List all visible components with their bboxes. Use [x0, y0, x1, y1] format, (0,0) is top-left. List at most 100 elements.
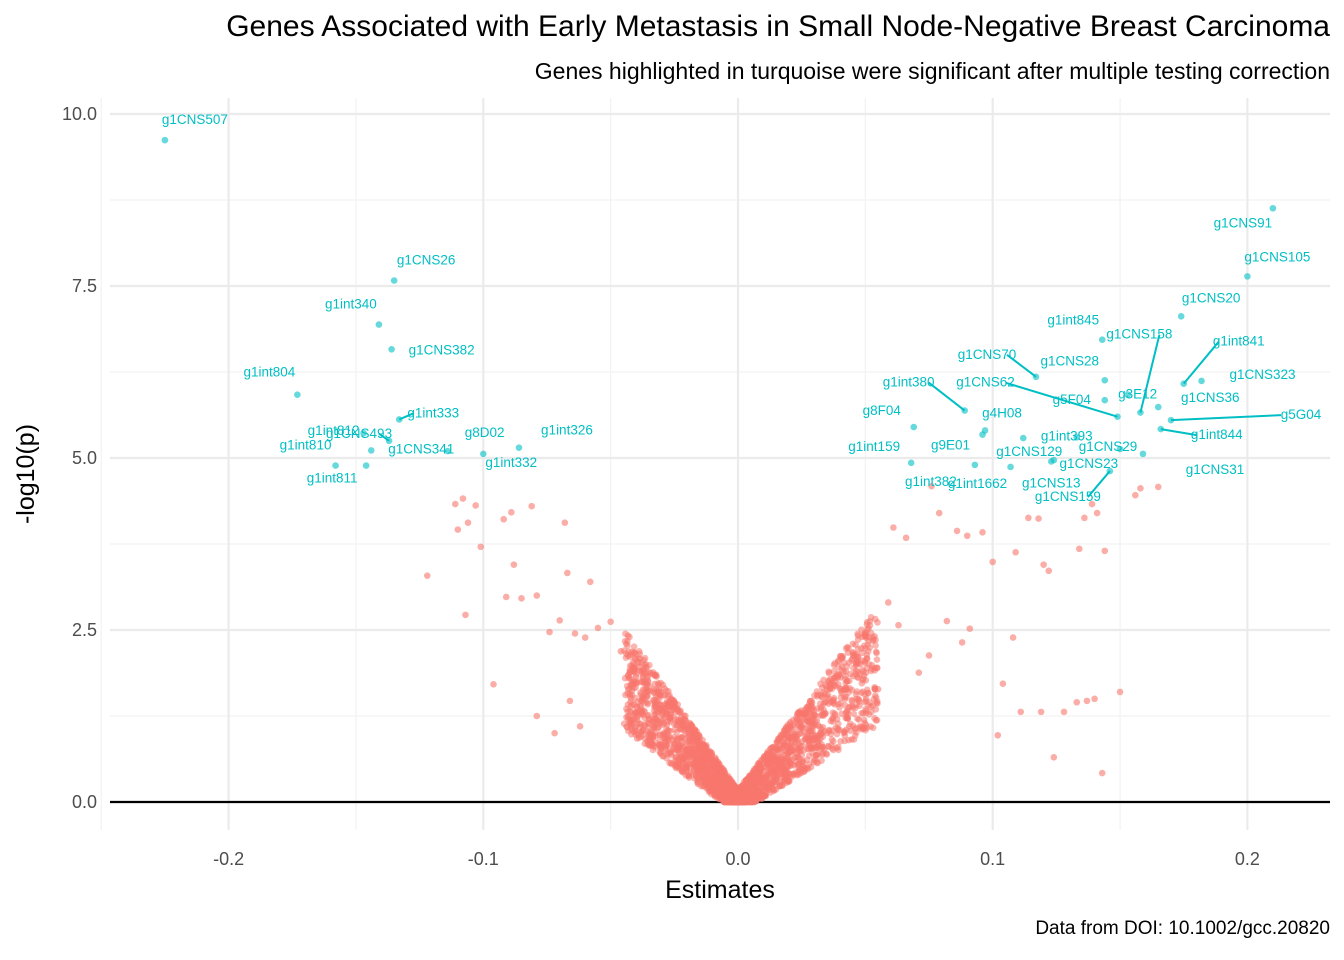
cloud-point	[854, 645, 862, 653]
point-label: g8F04	[863, 403, 902, 418]
point-label: g1int845	[1047, 313, 1099, 328]
cloud-point	[871, 667, 879, 674]
cloud-point	[842, 684, 849, 692]
x-tick-label: 0.1	[980, 849, 1005, 869]
cloud-point	[837, 738, 844, 745]
cloud-point	[621, 674, 629, 682]
cloud-point	[818, 711, 826, 719]
cloud-point	[709, 769, 716, 776]
leader-line	[1006, 354, 1037, 378]
cloud-point	[807, 736, 815, 744]
cloud-point	[793, 771, 801, 779]
cloud-point	[853, 688, 861, 695]
x-tick-label: -0.2	[213, 849, 244, 869]
cloud-point	[843, 677, 851, 685]
cloud-point	[830, 738, 837, 745]
cloud-point	[652, 714, 660, 722]
cloud-point	[843, 662, 851, 670]
cloud-point	[636, 720, 643, 727]
significant-point	[332, 462, 339, 469]
nonsignificant-point	[963, 532, 971, 540]
cloud-point	[727, 777, 735, 785]
cloud-point	[635, 647, 643, 655]
nonsignificant-point	[464, 519, 472, 526]
cloud-point	[682, 742, 690, 749]
nonsignificant-point	[1025, 514, 1032, 522]
leader-line	[1005, 381, 1118, 418]
cloud-point	[636, 655, 644, 662]
cloud-point	[784, 777, 791, 785]
cloud-point	[622, 650, 630, 657]
nonsignificant-point	[1088, 500, 1096, 508]
cloud-point	[768, 768, 776, 776]
cloud-point	[773, 775, 780, 782]
cloud-point	[853, 729, 860, 736]
nonsignificant-point	[502, 593, 510, 601]
cloud-point	[624, 707, 631, 715]
significant-point	[1116, 445, 1124, 453]
nonsignificant-point	[1050, 753, 1058, 761]
nonsignificant-point	[1083, 697, 1091, 705]
significant-point	[1167, 416, 1175, 424]
cloud-point	[685, 772, 693, 780]
nonsignificant-point	[1009, 634, 1017, 641]
nonsignificant-point	[979, 529, 986, 536]
nonsignificant-point	[518, 595, 525, 602]
cloud-point	[811, 692, 818, 699]
cloud-point	[867, 613, 875, 621]
cloud-point	[765, 753, 773, 761]
cloud-point	[844, 715, 852, 723]
cloud-point	[671, 739, 678, 747]
cloud-point	[663, 754, 670, 762]
nonsignificant-point	[617, 648, 625, 655]
cloud-point	[776, 745, 783, 753]
significant-point	[444, 447, 451, 455]
cloud-point	[842, 645, 850, 652]
leader-line	[928, 381, 966, 412]
cloud-point	[778, 781, 786, 789]
nonsignificant-point	[1091, 695, 1098, 703]
cloud-point	[856, 671, 864, 678]
cloud-point	[783, 742, 791, 750]
cloud-point	[743, 783, 751, 791]
significant-point	[1244, 273, 1251, 280]
cloud-point	[805, 761, 813, 768]
cloud-point	[633, 678, 640, 685]
cloud-point	[868, 661, 876, 669]
cloud-point	[752, 770, 760, 778]
point-label: g1int810	[280, 438, 332, 453]
point-label: g9E01	[931, 438, 970, 453]
nonsignificant-point	[571, 630, 579, 637]
cloud-point	[872, 706, 880, 713]
cloud-point	[627, 719, 635, 726]
cloud-point	[812, 751, 820, 759]
nonsignificant-point	[1132, 491, 1139, 499]
nonsignificant-point	[556, 617, 564, 624]
significant-point	[1101, 376, 1109, 384]
cloud-point	[849, 640, 857, 648]
nonsignificant-point	[1017, 708, 1025, 716]
cloud-point	[834, 725, 842, 732]
x-tick-label: 0.2	[1235, 849, 1260, 869]
nonsignificant-point	[999, 680, 1007, 687]
cloud-point	[685, 747, 692, 754]
cloud-point	[695, 759, 703, 766]
cloud-point	[766, 778, 774, 786]
cloud-point	[658, 710, 665, 718]
nonsignificant-point	[935, 509, 943, 517]
cloud-point	[657, 679, 665, 687]
point-label: g1CNS341	[388, 441, 454, 456]
cloud-point	[771, 748, 778, 756]
cloud-point	[646, 735, 653, 742]
point-label: g1int811	[307, 471, 358, 486]
cloud-point	[794, 753, 802, 761]
cloud-point	[641, 654, 649, 662]
cloud-point	[624, 632, 632, 639]
cloud-point	[787, 718, 794, 726]
nonsignificant-point	[566, 697, 574, 705]
nonsignificant-point	[928, 482, 935, 490]
cloud-point	[815, 742, 823, 750]
cloud-point	[867, 723, 874, 730]
y-tick-label: 7.5	[72, 276, 97, 296]
nonsignificant-point	[451, 500, 459, 508]
